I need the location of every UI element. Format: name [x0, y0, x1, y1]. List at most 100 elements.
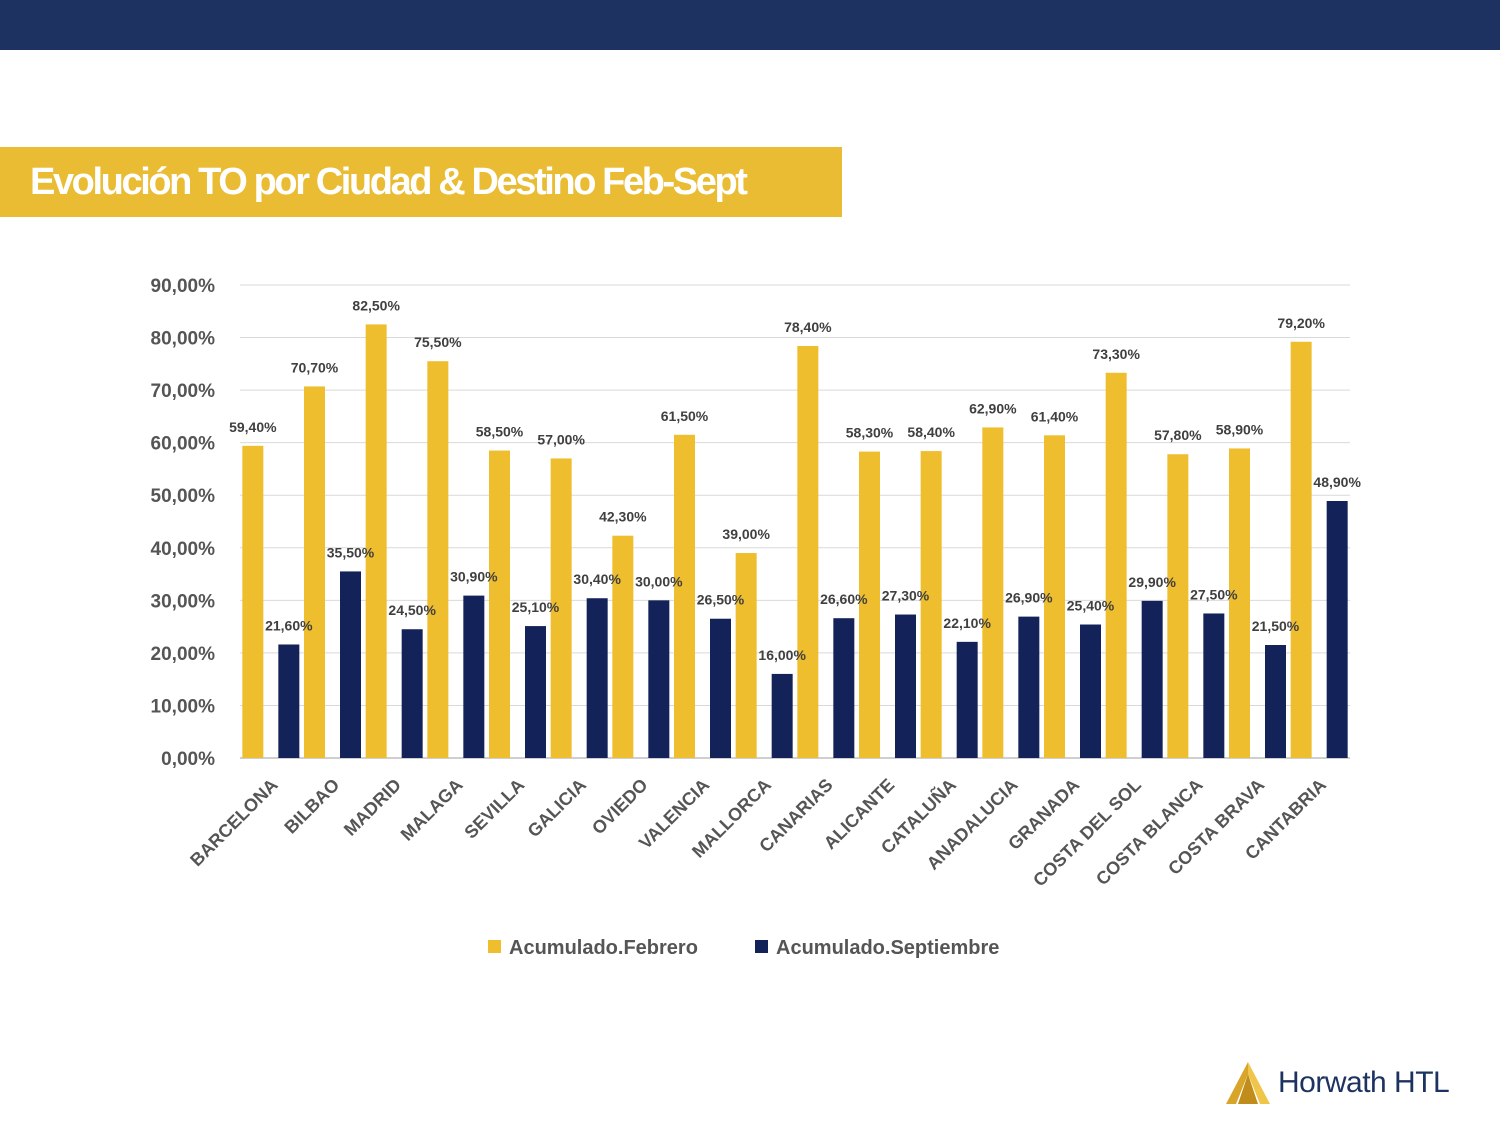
bar-febrero: [1105, 372, 1127, 758]
x-axis-ticks: BARCELONABILBAOMADRIDMALAGASEVILLAGALICI…: [186, 774, 1330, 890]
data-label-febrero: 75,50%: [414, 334, 462, 350]
bar-febrero: [550, 458, 572, 758]
bar-febrero: [1044, 435, 1065, 758]
bar-febrero: [304, 386, 325, 758]
data-label-septiembre: 29,90%: [1128, 574, 1176, 590]
data-labels: 59,40% 21,60% 70,70% 35,50% 82,50% 24,50% 75,5…: [229, 297, 1361, 662]
data-label-febrero: 39,00%: [722, 526, 770, 542]
data-label-septiembre: 21,50%: [1252, 618, 1300, 634]
x-tick-label: OVIEDO: [588, 775, 652, 839]
bar-febrero: [797, 345, 819, 758]
chart-legend: Acumulado.Febrero Acumulado.Septiembre: [488, 937, 999, 959]
y-tick-label: 80,00%: [151, 329, 216, 350]
data-label-febrero: 70,70%: [291, 359, 339, 375]
chart-grid: [240, 284, 1350, 759]
data-label-febrero: 62,90%: [969, 400, 1017, 416]
y-tick-label: 10,00%: [151, 696, 216, 717]
bar-septiembre: [278, 644, 300, 758]
bar-febrero: [1167, 454, 1189, 758]
bar-septiembre: [833, 618, 855, 758]
data-label-febrero: 42,30%: [599, 509, 647, 525]
bar-febrero: [489, 450, 510, 758]
bar-septiembre: [340, 571, 361, 758]
data-label-septiembre: 30,00%: [635, 573, 683, 589]
top-band: [0, 0, 1500, 50]
bar-febrero: [612, 535, 634, 758]
x-tick-label: MALAGA: [397, 775, 467, 845]
bar-febrero: [920, 451, 942, 758]
data-label-septiembre: 26,50%: [697, 592, 745, 608]
data-label-septiembre: 16,00%: [758, 647, 806, 663]
y-tick-label: 70,00%: [151, 381, 216, 402]
x-tick-label: COSTA BLANCA: [1092, 775, 1207, 890]
logo-mark-icon: [1226, 1062, 1270, 1104]
data-label-febrero: 58,90%: [1216, 421, 1264, 437]
legend-swatch-febrero: [488, 940, 501, 953]
data-label-septiembre: 21,60%: [265, 617, 313, 633]
data-label-septiembre: 26,90%: [1005, 590, 1053, 606]
y-tick-label: 20,00%: [151, 644, 216, 665]
bar-febrero: [365, 324, 387, 758]
horwath-logo: Horwath HTL: [1222, 1060, 1462, 1110]
logo-text: Horwath HTL: [1278, 1066, 1450, 1099]
data-label-septiembre: 25,10%: [512, 599, 560, 615]
y-tick-label: 50,00%: [151, 486, 216, 507]
data-label-febrero: 59,40%: [229, 419, 277, 435]
bar-septiembre: [586, 598, 608, 758]
y-tick-label: 60,00%: [151, 434, 216, 455]
y-tick-label: 0,00%: [161, 749, 215, 770]
data-label-septiembre: 22,10%: [943, 615, 991, 631]
data-label-febrero: 73,30%: [1092, 346, 1140, 362]
bar-febrero: [1290, 341, 1312, 758]
x-tick-label: SEVILLA: [460, 775, 528, 843]
chart-bars: [242, 324, 1348, 758]
bar-septiembre: [525, 626, 546, 758]
data-label-septiembre: 30,40%: [573, 571, 621, 587]
bar-septiembre: [401, 629, 423, 758]
bar-septiembre: [648, 600, 670, 758]
legend-label-septiembre: Acumulado.Septiembre: [776, 937, 999, 959]
data-label-septiembre: 27,50%: [1190, 586, 1238, 602]
data-label-febrero: 58,50%: [476, 424, 524, 440]
legend-label-febrero: Acumulado.Febrero: [509, 937, 698, 959]
x-tick-label: BILBAO: [280, 775, 343, 838]
data-label-septiembre: 26,60%: [820, 591, 868, 607]
bar-septiembre: [956, 641, 978, 758]
data-label-septiembre: 25,40%: [1067, 598, 1115, 614]
bar-febrero: [427, 361, 449, 758]
page-title: Evolución TO por Ciudad & Destino Feb-Se…: [30, 161, 748, 203]
data-label-febrero: 79,20%: [1277, 315, 1325, 331]
bar-septiembre: [1265, 645, 1286, 758]
data-label-febrero: 78,40%: [784, 319, 832, 335]
bar-chart: 0,00% 10,00% 20,00% 30,00% 40,00% 50,00% 60,00…: [151, 276, 1362, 959]
bar-septiembre: [1141, 600, 1163, 758]
bar-septiembre: [1018, 616, 1040, 758]
data-label-septiembre: 35,50%: [327, 544, 375, 560]
data-label-septiembre: 24,50%: [388, 602, 436, 618]
y-tick-label: 30,00%: [151, 591, 216, 612]
title-banner: Evolución TO por Ciudad & Destino Feb-Se…: [0, 147, 842, 217]
bar-septiembre: [1203, 613, 1225, 758]
y-tick-label: 90,00%: [151, 276, 216, 297]
x-tick-label: MADRID: [340, 775, 405, 840]
data-label-febrero: 58,30%: [846, 425, 894, 441]
bar-febrero: [859, 451, 880, 758]
legend-swatch-septiembre: [755, 940, 768, 953]
x-tick-label: BARCELONA: [186, 775, 281, 870]
bar-septiembre: [895, 614, 916, 758]
bar-septiembre: [771, 673, 793, 758]
data-label-febrero: 57,80%: [1154, 427, 1202, 443]
bar-septiembre: [463, 595, 485, 758]
y-tick-label: 40,00%: [151, 539, 216, 560]
bar-febrero: [982, 427, 1004, 758]
bar-febrero: [735, 553, 757, 758]
bar-septiembre: [1326, 501, 1348, 758]
data-label-febrero: 61,50%: [661, 408, 709, 424]
data-label-septiembre: 27,30%: [882, 588, 930, 604]
bar-septiembre: [1080, 624, 1101, 758]
data-label-febrero: 82,50%: [352, 297, 400, 313]
x-tick-label: GALICIA: [524, 775, 590, 841]
bar-febrero: [674, 434, 695, 758]
data-label-febrero: 58,40%: [907, 424, 955, 440]
data-label-septiembre: 30,90%: [450, 569, 498, 585]
